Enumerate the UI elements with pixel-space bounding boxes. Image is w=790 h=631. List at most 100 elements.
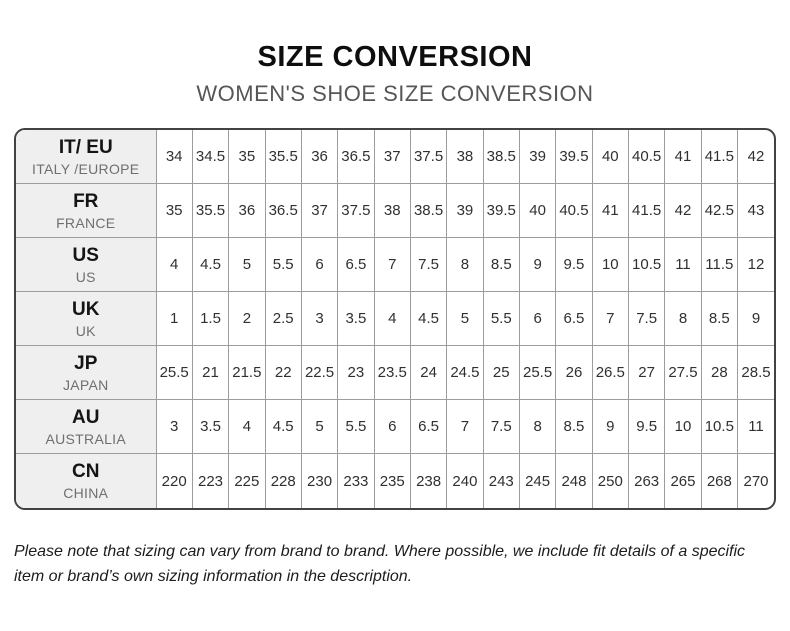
row-header-au: AU AUSTRALIA [16, 399, 157, 455]
size-cell: 243 [483, 453, 520, 508]
size-cell: 27 [628, 345, 666, 401]
size-cell: 40.5 [555, 183, 593, 239]
row-header-fr: FR FRANCE [16, 183, 157, 239]
size-cell: 9 [737, 291, 774, 347]
table-row-jp: JP JAPAN 25.5 21 21.5 22 22.5 23 23.5 24 24.5 25 25.… [16, 345, 774, 401]
size-cell: 9 [519, 237, 557, 293]
page-title: SIZE CONVERSION [257, 41, 533, 73]
region-code: AU [72, 406, 100, 428]
region-code: CN [72, 461, 100, 483]
size-cell: 11.5 [701, 237, 739, 293]
size-cell: 24.5 [446, 345, 484, 401]
size-cell: 10 [664, 399, 702, 455]
table-row-uk: UK UK 1 1.5 2 2.5 3 3.5 4 4.5 5 5.5 6 6.5 7 7.5 8 8.5 9 [16, 291, 774, 347]
size-cell: 220 [156, 453, 193, 508]
size-cell: 28 [701, 345, 739, 401]
size-cell: 225 [228, 453, 266, 508]
size-cell: 8 [446, 237, 484, 293]
size-cell: 3 [301, 291, 339, 347]
size-cell: 6 [519, 291, 557, 347]
row-header-us: US US [16, 237, 157, 293]
table-row-au: AU AUSTRALIA 3 3.5 4 4.5 5 5.5 6 6.5 7 7.5 8 8.5 9 9.5 1… [16, 399, 774, 455]
size-cell: 10.5 [628, 237, 666, 293]
size-cell: 43 [737, 183, 774, 239]
size-cell: 39 [519, 129, 557, 185]
row-header-uk: UK UK [16, 291, 157, 347]
size-cell: 245 [519, 453, 557, 508]
size-cell: 21.5 [228, 345, 266, 401]
size-cell: 11 [664, 237, 702, 293]
size-cell: 6.5 [410, 399, 448, 455]
size-cell: 23 [337, 345, 375, 401]
size-cell: 25.5 [519, 345, 557, 401]
size-cell: 27.5 [664, 345, 702, 401]
size-cell: 228 [265, 453, 302, 508]
size-cell: 7 [592, 291, 629, 347]
size-cell: 6 [301, 237, 339, 293]
region-name: JAPAN [62, 376, 109, 393]
size-cell: 7 [446, 399, 484, 455]
size-cell: 3.5 [337, 291, 375, 347]
size-cell: 37.5 [337, 183, 375, 239]
size-cell: 235 [374, 453, 411, 508]
size-cell: 230 [301, 453, 339, 508]
size-cell: 5.5 [337, 399, 375, 455]
size-conversion-table-frame: IT/ EU ITALY /EUROPE 34 34.5 35 35.5 36 36.5 37 3… [14, 127, 776, 510]
size-cell: 40.5 [628, 129, 666, 185]
region-name: US [75, 268, 96, 285]
size-cell: 40 [519, 183, 557, 239]
size-cell: 5.5 [265, 237, 302, 293]
row-header-cn: CN CHINA [16, 453, 157, 508]
size-cell: 4.5 [192, 237, 230, 293]
size-cell: 41 [664, 129, 702, 185]
size-cell: 4.5 [265, 399, 302, 455]
size-cell: 22 [265, 345, 302, 401]
size-cell: 250 [592, 453, 629, 508]
size-cell: 42 [737, 129, 774, 185]
size-cell: 223 [192, 453, 230, 508]
size-cell: 37 [301, 183, 339, 239]
size-cell: 9.5 [628, 399, 666, 455]
size-cell: 10 [592, 237, 629, 293]
size-cell: 3.5 [192, 399, 230, 455]
size-cell: 270 [743, 472, 769, 490]
size-cell: 25.5 [156, 345, 193, 401]
size-cell: 265 [664, 453, 702, 508]
size-cell: 2 [228, 291, 266, 347]
size-cell: 1.5 [192, 291, 230, 347]
size-cell: 36 [228, 183, 266, 239]
size-cell: 7.5 [628, 291, 666, 347]
size-cell: 3 [156, 399, 193, 455]
size-cell: 21 [192, 345, 230, 401]
region-code: JP [74, 352, 98, 374]
size-cell: 42.5 [701, 183, 739, 239]
size-cell: 24 [410, 345, 448, 401]
size-cell: 248 [555, 453, 593, 508]
size-cell: 36.5 [265, 183, 302, 239]
size-cell: 9 [592, 399, 629, 455]
table-row-us: US US 4 4.5 5 5.5 6 6.5 7 7.5 8 8.5 9 9.5 10 10.5 11 11.5… [16, 237, 774, 293]
size-cell: 8.5 [701, 291, 739, 347]
region-name: UK [75, 322, 96, 339]
table-body: IT/ EU ITALY /EUROPE 34 34.5 35 35.5 36 36.5 37 3… [16, 129, 774, 508]
size-cell: 1 [156, 291, 193, 347]
size-cell: 240 [446, 453, 484, 508]
region-code: UK [72, 298, 100, 320]
table-row-fr: FR FRANCE 35 35.5 36 36.5 37 37.5 38 38.5 39 39.5 40… [16, 183, 774, 239]
size-cell: 25 [483, 345, 520, 401]
table-row-cn: CN CHINA 220 223 225 228 230 233 235 238 240 243 245… [16, 453, 774, 508]
row-header-it-eu: IT/ EU ITALY /EUROPE [16, 129, 157, 185]
size-cell: 233 [337, 453, 375, 508]
size-cell: 10.5 [701, 399, 739, 455]
size-cell: 5 [301, 399, 339, 455]
size-cell: 35 [228, 129, 266, 185]
table-row-it-eu: IT/ EU ITALY /EUROPE 34 34.5 35 35.5 36 36.5 37 3… [16, 129, 774, 185]
size-cell: 8.5 [555, 399, 593, 455]
size-cell: 39.5 [555, 129, 593, 185]
size-cell: 26 [555, 345, 593, 401]
size-cell: 38.5 [410, 183, 448, 239]
size-cell: 40 [592, 129, 629, 185]
region-code: IT/ EU [58, 136, 113, 158]
size-cell: 26.5 [592, 345, 629, 401]
size-cell: 39.5 [483, 183, 520, 239]
